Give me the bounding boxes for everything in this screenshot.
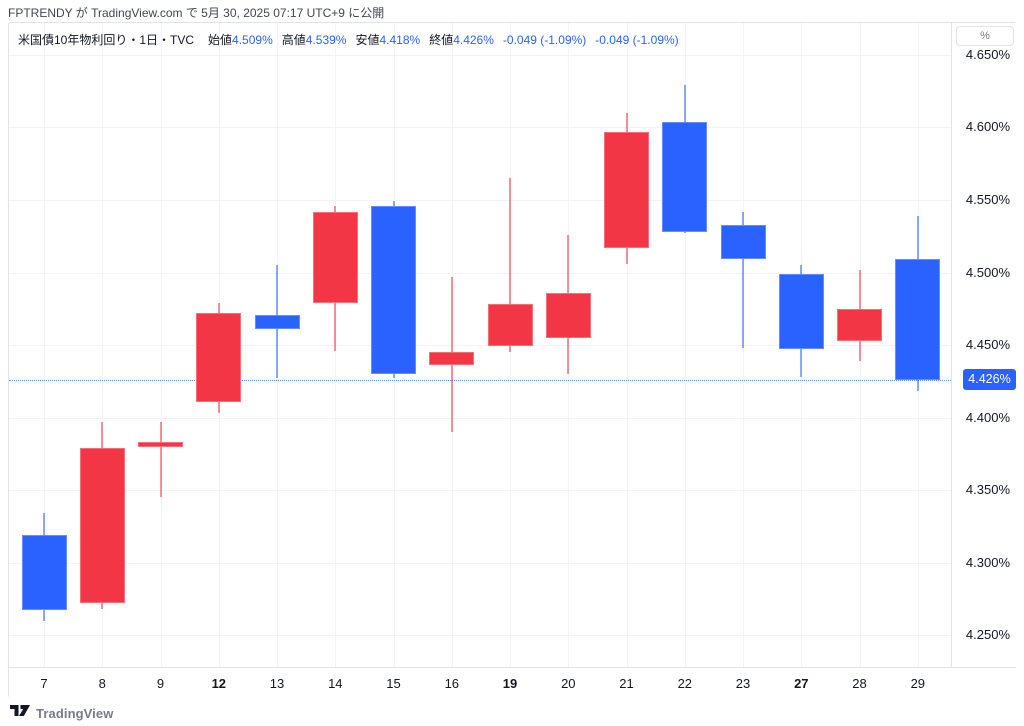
- candle-wick-23: [742, 211, 744, 348]
- price-label-4.650%: 4.650%: [965, 46, 1010, 62]
- price-label-4.550%: 4.550%: [965, 192, 1010, 207]
- price-label-4.350%: 4.350%: [965, 482, 1010, 497]
- legend-change-1: -0.049 (-1.09%): [595, 33, 679, 47]
- candle-body-7: [21, 535, 67, 611]
- price-label-4.500%: 4.500%: [965, 264, 1010, 280]
- date-label-9: 9: [156, 676, 165, 691]
- candle-body-23: [720, 224, 766, 260]
- legend-field-1: 高値4.539%: [281, 33, 347, 47]
- candle-body-9: [138, 442, 183, 447]
- candle-body-16: [429, 352, 475, 366]
- gridline-h-4.300%: [9, 562, 951, 564]
- date-label-28: 28: [852, 676, 867, 691]
- date-label-27: 27: [794, 676, 809, 691]
- legend-field-0: 始値4.509%: [208, 33, 273, 47]
- price-label-4.250%: 4.250%: [965, 627, 1010, 643]
- price-label-4.450%: 4.450%: [965, 337, 1010, 352]
- date-label-20: 20: [561, 676, 576, 691]
- candle-body-13: [254, 314, 300, 329]
- legend-field-2: 安値4.418%: [355, 33, 421, 47]
- candle-body-20: [545, 292, 591, 338]
- current-price-line: [9, 379, 951, 381]
- chart-canvas[interactable]: 米国債10年物利回り・1日・TVC 始値4.509% 高値4.539% 安値4.41…: [9, 23, 951, 667]
- legend-field-3: 終値4.426%: [429, 33, 494, 47]
- date-label-23: 23: [735, 676, 751, 691]
- date-label-15: 15: [386, 676, 401, 691]
- chart-widget: 米国債10年物利回り・1日・TVC 始値4.509% 高値4.539% 安値4.41…: [8, 22, 1017, 698]
- candle-body-27: [778, 273, 824, 350]
- candle-body-22: [662, 121, 708, 232]
- price-label-4.400%: 4.400%: [965, 409, 1010, 425]
- legend-change-0: -0.049 (-1.09%): [502, 33, 587, 47]
- candle-body-12: [196, 313, 242, 402]
- time-axis[interactable]: 7 8 9 12 13 14 15 16 19 20 21 22 23 27 28 29: [9, 667, 1016, 698]
- candle-body-19: [487, 304, 533, 347]
- candle-body-21: [604, 131, 649, 248]
- candle-body-29: [895, 259, 941, 380]
- chart-title: 米国債10年物利回り・1日・TVC: [18, 33, 195, 47]
- gridline-h-4.450%: [9, 345, 951, 346]
- gridline-h-4.350%: [9, 490, 951, 491]
- attribution-text: FPTRENDY が TradingView.com で 5月 30, 2025…: [8, 6, 385, 20]
- price-label-4.300%: 4.300%: [965, 554, 1010, 570]
- date-label-29: 29: [910, 676, 926, 691]
- candle-wick-19: [509, 178, 511, 353]
- date-label-7: 7: [40, 676, 48, 691]
- price-scale[interactable]: % 4.426% 4.650% 4.600% 4.550% 4.500% 4.450% 4…: [951, 23, 1017, 698]
- price-label-4.600%: 4.600%: [965, 119, 1010, 135]
- gridline-h-4.250%: [9, 635, 951, 637]
- gridline-h-4.600%: [9, 127, 951, 129]
- gridline-h-4.500%: [9, 272, 951, 274]
- gridline-h-4.400%: [9, 417, 951, 419]
- gridline-h-4.650%: [9, 54, 951, 56]
- chart-legend: 米国債10年物利回り・1日・TVC 始値4.509% 高値4.539% 安値4.41…: [18, 31, 688, 48]
- date-label-13: 13: [269, 676, 285, 691]
- tradingview-logo-icon: [10, 704, 30, 722]
- date-label-14: 14: [328, 676, 343, 691]
- candle-body-15: [371, 205, 416, 375]
- gridline-h-4.550%: [9, 200, 951, 201]
- current-price-badge: 4.426%: [963, 369, 1016, 391]
- candle-wick-9: [159, 421, 162, 498]
- date-label-22: 22: [677, 676, 693, 691]
- tradingview-logo-label: TradingView: [36, 705, 114, 721]
- tradingview-logo[interactable]: TradingView: [10, 704, 113, 722]
- candle-body-14: [312, 211, 358, 303]
- date-label-8: 8: [98, 676, 106, 691]
- candle-body-28: [837, 308, 882, 341]
- legend-values: 始値4.509% 高値4.539% 安値4.418% 終値4.426% -0.049 (…: [208, 31, 688, 48]
- date-label-19: 19: [502, 676, 518, 691]
- price-unit-button[interactable]: %: [956, 26, 1014, 46]
- candle-body-8: [79, 448, 125, 604]
- date-label-21: 21: [619, 676, 634, 691]
- date-label-16: 16: [444, 676, 460, 691]
- date-label-12: 12: [211, 676, 227, 691]
